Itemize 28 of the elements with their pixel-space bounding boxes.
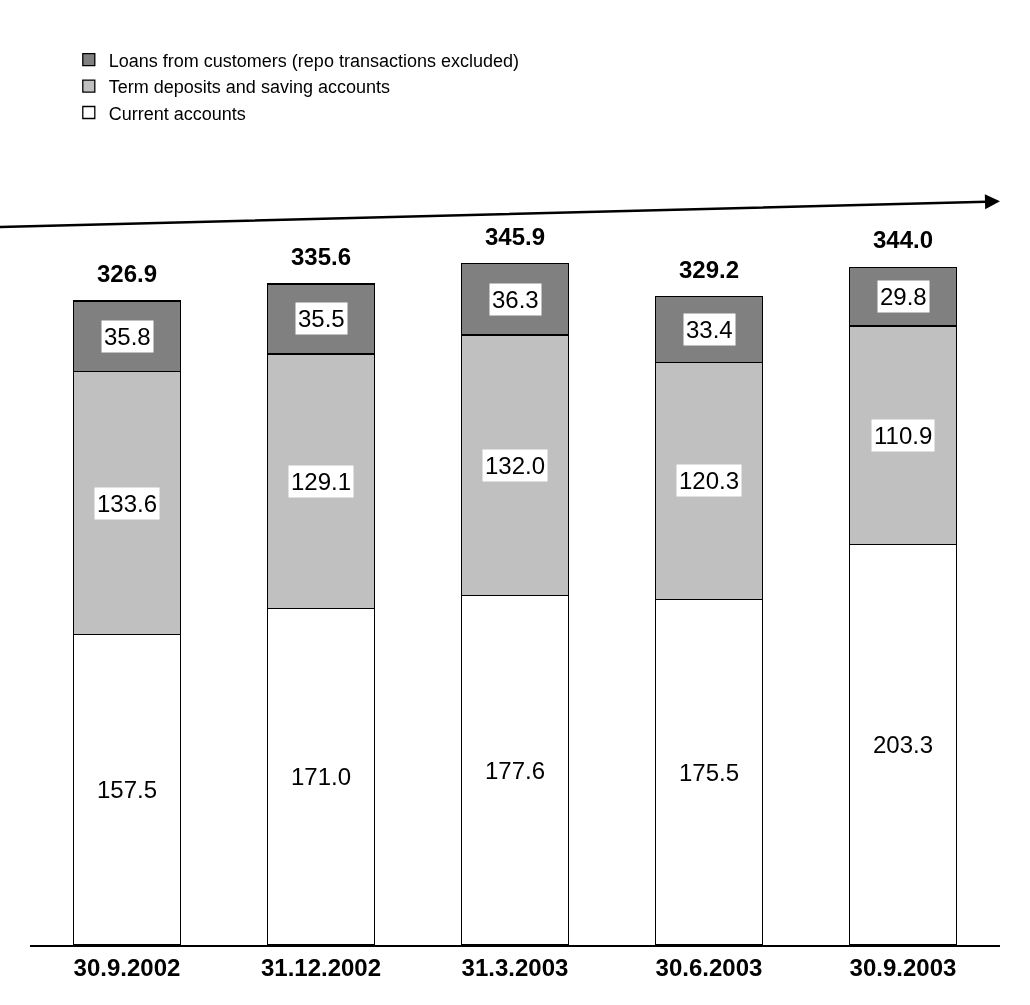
data-label: 36.3 [492,286,539,313]
x-tick-label: 31.3.2003 [461,953,569,981]
legend-label: Current accounts [108,103,246,124]
data-label: 175.5 [679,759,740,786]
data-label: 177.6 [485,757,546,784]
data-label: 120.3 [679,467,740,494]
x-tick-label: 30.9.2003 [849,953,957,981]
total-label: 335.6 [291,243,352,270]
data-label: 129.1 [291,468,352,495]
data-label: 203.3 [873,731,934,758]
total-label: 329.2 [679,256,740,283]
total-label: 344.0 [873,226,934,253]
x-tick-label: 30.9.2002 [73,953,181,981]
data-label: 35.5 [298,305,345,332]
data-label: 133.6 [97,490,158,517]
legend-label: Loans from customers (repo transactions excluded) [108,50,519,71]
x-tick-label: 31.12.2002 [260,953,382,981]
total-label: 345.9 [485,223,546,250]
data-label: 35.8 [104,323,151,350]
total-label: 326.9 [97,260,158,287]
data-label: 132.0 [485,452,546,479]
legend-label: Term deposits and saving accounts [108,77,390,98]
data-label: 157.5 [97,776,158,803]
data-label: 110.9 [874,422,933,449]
x-tick-label: 30.6.2003 [655,953,763,981]
data-label: 33.4 [686,316,733,343]
data-label: 29.8 [880,283,927,310]
data-label: 171.0 [291,763,352,790]
